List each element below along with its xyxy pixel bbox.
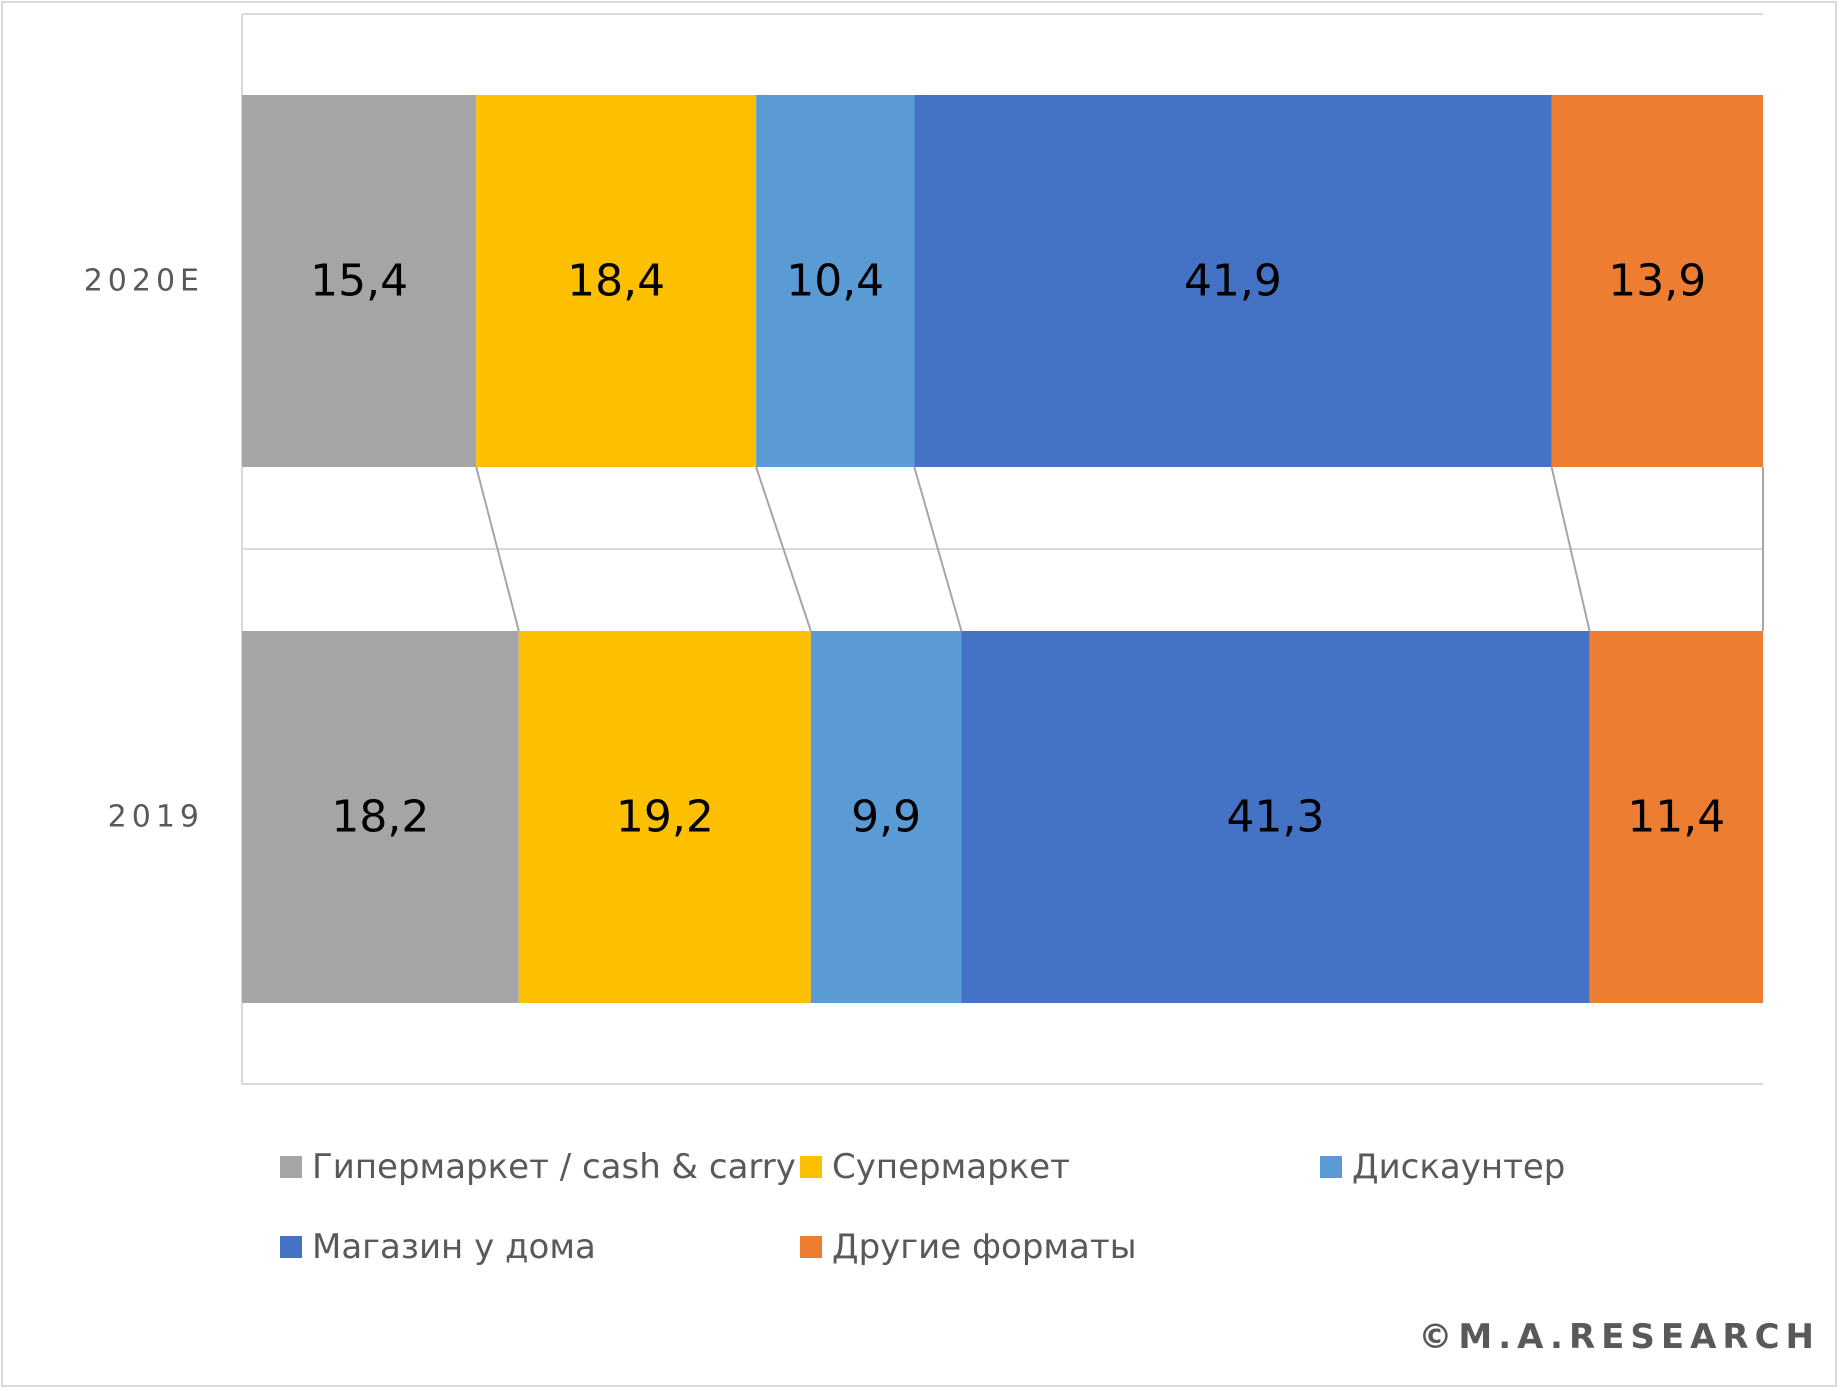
bar-segment [518, 631, 811, 1003]
legend-item: Гипермаркет / cash & carry [280, 1143, 796, 1191]
bar-segment [756, 95, 915, 467]
series-line [913, 466, 963, 632]
bar-segment [242, 631, 519, 1003]
legend-label: Супермаркет [832, 1147, 1070, 1187]
bar-segment [914, 95, 1552, 467]
legend-item: Магазин у дома [280, 1223, 596, 1271]
legend-swatch [280, 1236, 302, 1258]
bar-segments [242, 95, 1763, 1003]
legend-swatch [280, 1156, 302, 1178]
category-label: 2020E [84, 264, 204, 299]
data-label: 19,2 [616, 792, 714, 843]
data-labels: 15,4 18,4 10,4 41,9 13,9 18,2 19,2 9,9 41,3 11,4 [310, 256, 1725, 843]
category-label: 2019 [108, 800, 204, 835]
watermark: ©M.A.RESEARCH [1418, 1317, 1820, 1357]
data-label: 15,4 [310, 256, 408, 307]
legend-item: Супермаркет [800, 1143, 1070, 1191]
legend-item: Дискаунтер [1320, 1143, 1565, 1191]
legend-swatch [800, 1236, 822, 1258]
bar-segment [1551, 95, 1763, 467]
category-labels: 2020E 2019 [84, 264, 204, 835]
bar-segment [476, 95, 757, 467]
legend-label: Гипермаркет / cash & carry [312, 1147, 796, 1187]
bar-segment [242, 95, 477, 467]
legend-label: Дискаунтер [1352, 1147, 1566, 1187]
legend-label: Другие форматы [832, 1227, 1137, 1267]
legend-label: Магазин у дома [312, 1227, 596, 1267]
data-label: 11,4 [1627, 792, 1725, 843]
data-label: 9,9 [851, 792, 921, 843]
series-line [475, 466, 520, 632]
data-label: 13,9 [1608, 256, 1706, 307]
legend-swatch [800, 1156, 822, 1178]
legend-item: Другие форматы [800, 1223, 1137, 1271]
legend: Гипермаркет / cash & carry Супермаркет Дис… [280, 1143, 1600, 1313]
series-line [755, 466, 812, 632]
bar-segment [1589, 631, 1763, 1003]
data-label: 41,9 [1184, 256, 1282, 307]
series-lines [475, 466, 1764, 632]
bar-segment [810, 631, 962, 1003]
data-label: 18,4 [567, 256, 665, 307]
series-line [1550, 466, 1591, 632]
bar-segment [961, 631, 1590, 1003]
legend-swatch [1320, 1156, 1342, 1178]
data-label: 10,4 [786, 256, 884, 307]
data-label: 41,3 [1227, 792, 1325, 843]
data-label: 18,2 [331, 792, 429, 843]
